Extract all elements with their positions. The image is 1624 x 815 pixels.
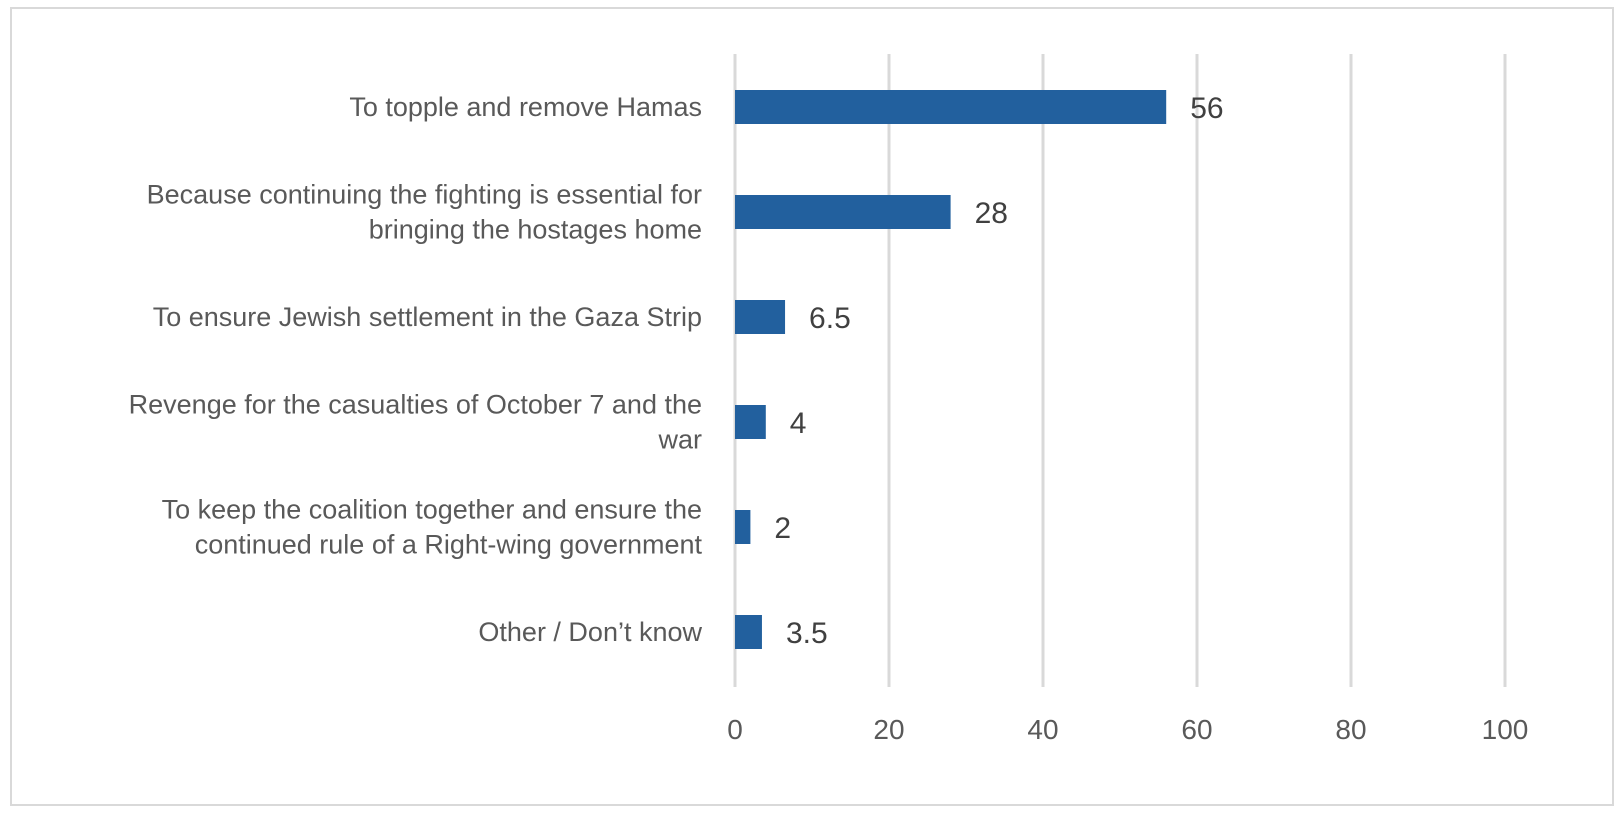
x-tick-label: 0	[727, 714, 743, 745]
category-label-line: To ensure Jewish settlement in the Gaza …	[153, 302, 702, 332]
category-label-line: war	[657, 425, 702, 455]
x-tick-label: 100	[1482, 714, 1529, 745]
x-tick-label: 60	[1181, 714, 1212, 745]
category-label: Revenge for the casualties of October 7 …	[129, 390, 702, 455]
x-tick-label: 20	[873, 714, 904, 745]
category-label-line: Because continuing the fighting is essen…	[147, 180, 702, 210]
category-label: Because continuing the fighting is essen…	[147, 180, 702, 245]
category-label: Other / Don’t know	[478, 617, 702, 647]
category-label-line: continued rule of a Right-wing governmen…	[195, 530, 703, 560]
chart-frame: 0 20 40 60 80 100 56 To topple and remove Hamas…	[10, 7, 1614, 806]
category-label-line: Revenge for the casualties of October 7 …	[129, 390, 702, 420]
x-tick-label: 80	[1335, 714, 1366, 745]
category-label-line: To topple and remove Hamas	[349, 92, 702, 122]
data-label: 4	[790, 407, 807, 440]
data-label: 3.5	[786, 617, 828, 650]
bar	[735, 195, 951, 229]
bar	[735, 615, 762, 649]
x-tick-label: 40	[1027, 714, 1058, 745]
bar	[735, 90, 1167, 124]
data-label: 28	[975, 197, 1008, 230]
data-label: 56	[1190, 92, 1223, 125]
category-label: To topple and remove Hamas	[349, 92, 702, 122]
bar	[735, 405, 766, 439]
category-label-line: To keep the coalition together and ensur…	[162, 495, 702, 525]
bar-chart: 0 20 40 60 80 100 56 To topple and remove Hamas…	[129, 54, 1529, 745]
category-label: To ensure Jewish settlement in the Gaza …	[153, 302, 702, 332]
data-label: 6.5	[809, 302, 851, 335]
bar	[735, 510, 751, 544]
category-label-line: bringing the hostages home	[369, 215, 702, 245]
category-label: To keep the coalition together and ensur…	[162, 495, 703, 560]
data-label: 2	[774, 512, 791, 545]
bar	[735, 300, 786, 334]
category-label-line: Other / Don’t know	[478, 617, 702, 647]
